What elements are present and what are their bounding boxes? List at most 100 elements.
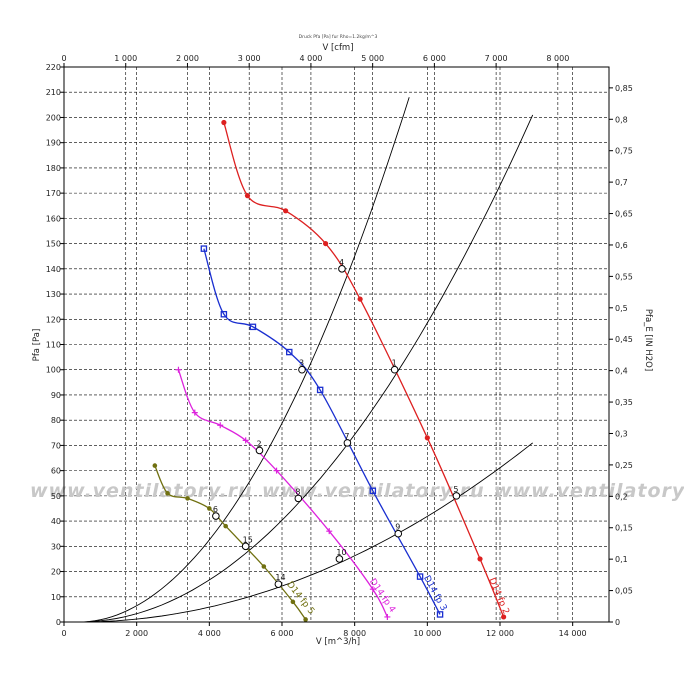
series-point [261, 564, 267, 569]
operating-point [241, 542, 250, 551]
y2-tick-label: 0,1 [615, 555, 628, 564]
series-point [249, 323, 257, 331]
series-point [477, 556, 483, 562]
operating-point-label: 10 [336, 548, 346, 557]
series-point [152, 463, 158, 468]
series-point [175, 366, 182, 373]
y-tick-label: 200 [46, 113, 61, 122]
operating-point [343, 439, 352, 447]
grid [64, 67, 609, 622]
y-tick-label: 190 [46, 139, 61, 148]
y-tick-label: 180 [46, 164, 61, 173]
y-tick-label: 170 [46, 189, 61, 198]
y-tick-label: 30 [51, 542, 61, 551]
operating-point [274, 580, 283, 588]
y-tick-label: 100 [46, 366, 61, 375]
operating-point [390, 365, 399, 374]
y2-tick-label: 0,65 [615, 210, 633, 219]
y2-tick-label: 0,4 [615, 367, 628, 376]
x-tick-label: 8 000 [343, 629, 366, 638]
y-tick-label: 110 [46, 341, 61, 350]
y2-tick-label: 0,3 [615, 429, 628, 438]
operating-point-label: 2 [256, 439, 261, 448]
operating-point [255, 446, 264, 455]
operating-point-label: 7 [344, 432, 349, 441]
series-point [501, 614, 507, 620]
series-point [357, 296, 363, 302]
y-tick-label: 120 [46, 315, 61, 324]
x2-axis-label: V [cfm] [322, 43, 353, 53]
watermark-text: www.ventilatory.ru [30, 480, 253, 502]
y-tick-label: 140 [46, 265, 61, 274]
series-point [221, 119, 227, 126]
series-point [217, 422, 224, 429]
y2-tick-label: 0,6 [615, 241, 628, 250]
series-point [207, 506, 212, 511]
x-tick-label: 12 000 [486, 629, 514, 638]
y-tick-label: 210 [46, 88, 61, 97]
x2-tick-label: 4 000 [299, 54, 322, 63]
chart-title: Druck Pfa [Pa] fur Rho=1.2kg/m^3 [299, 34, 378, 40]
y-tick-label: 60 [51, 467, 61, 476]
y2-tick-label: 0,5 [615, 304, 628, 313]
y2-tick-label: 0,15 [615, 524, 633, 533]
series-point [223, 523, 228, 529]
y2-tick-label: 0,7 [615, 178, 628, 187]
y2-tick-label: 0,45 [615, 335, 633, 344]
operating-point [335, 555, 344, 563]
operating-point-label: 5 [453, 485, 458, 494]
x-axis-label: V [m^3/h] [316, 637, 360, 647]
y-tick-label: 50 [51, 492, 61, 501]
system-curve [78, 114, 534, 623]
operating-point [298, 365, 306, 374]
series-point [244, 193, 251, 199]
x-tick-label: 0 [61, 629, 66, 638]
series-point [242, 437, 249, 444]
x-tick-label: 14 000 [559, 629, 587, 638]
y2-tick-label: 0,05 [615, 587, 633, 596]
y-tick-label: 160 [46, 214, 61, 223]
system-curve [78, 97, 410, 623]
x2-tick-label: 5 000 [361, 54, 384, 63]
y-tick-label: 10 [51, 593, 61, 602]
watermark-text: www.ventilatory.ru [494, 480, 684, 502]
watermark-group: www.ventilatory.ru www.ventilatory.ru www.… [30, 480, 684, 502]
series-point [283, 208, 289, 214]
x2-tick-label: 2 000 [176, 54, 199, 63]
x2-tick-label: 6 000 [423, 54, 446, 63]
y2-tick-label: 0,85 [615, 84, 633, 93]
operating-point [338, 265, 346, 273]
operating-points: 4 3 2 6 1 7 8 15 5 9 10 14 [212, 258, 461, 588]
y-tick-label: 150 [46, 240, 61, 249]
x-tick-label: 10 000 [413, 629, 441, 638]
y2-tick-label: 0 [615, 618, 620, 627]
x2-tick-label: 1 000 [114, 54, 137, 63]
series-point [191, 409, 198, 416]
x2-tick-label: 7 000 [485, 54, 508, 63]
y2-tick-label: 0,2 [615, 492, 628, 501]
series-point [384, 613, 391, 620]
operating-point-label: 9 [395, 523, 400, 532]
x2-tick-label: 0 [61, 54, 66, 63]
operating-point-label: 3 [299, 359, 304, 368]
x2-tick-label: 3 000 [238, 54, 261, 63]
x-tick-label: 6 000 [271, 629, 294, 638]
y2-tick-label: 0,8 [615, 115, 628, 124]
operating-point-label: 8 [295, 487, 300, 496]
y-tick-label: 20 [51, 568, 61, 577]
series-point [200, 245, 208, 252]
y-axis-label: Pfa [Pa] [32, 329, 42, 362]
y2-tick-label: 0,35 [615, 398, 633, 407]
series-point [220, 310, 228, 318]
operating-point-label: 14 [275, 573, 285, 582]
x-tick-label: 2 000 [125, 629, 148, 638]
y-tick-label: 70 [51, 441, 61, 450]
series-point [326, 528, 333, 535]
series-point [286, 348, 293, 356]
y-tick-label: 130 [46, 290, 61, 299]
series-point [424, 435, 430, 441]
series-line [223, 122, 505, 618]
series-point [290, 599, 296, 605]
x-tick-label: 4 000 [198, 629, 221, 638]
